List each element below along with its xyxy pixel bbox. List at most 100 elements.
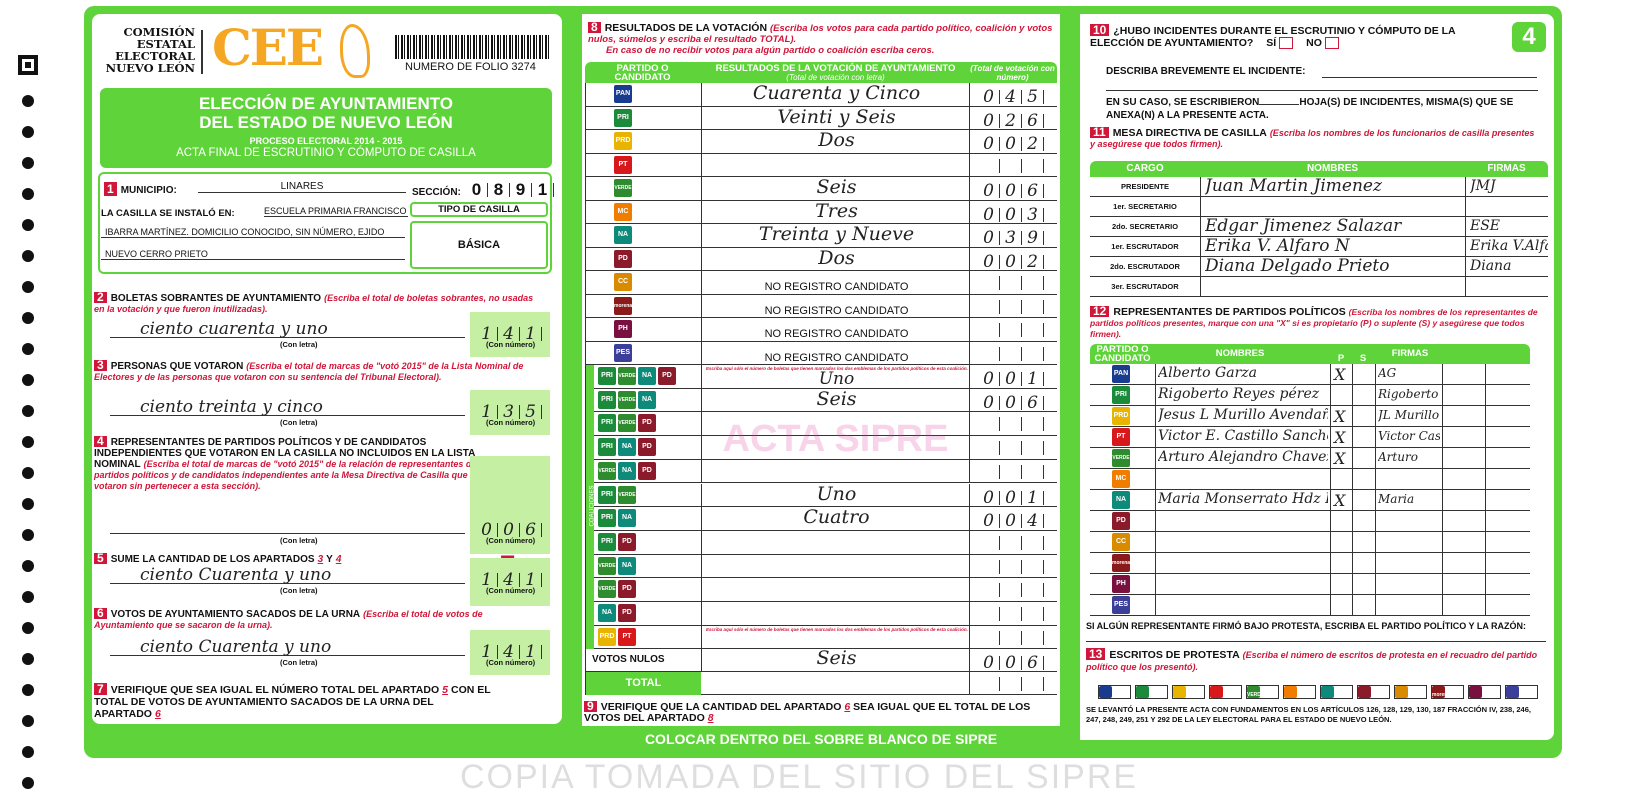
votes-in-number[interactable] xyxy=(978,158,1044,177)
con-letra-field[interactable]: ciento Cuarenta y uno xyxy=(110,566,465,584)
votes-in-number[interactable] xyxy=(978,299,1044,318)
con-letra-field[interactable]: ciento treinta y cinco xyxy=(110,398,465,416)
rep-nombre-field[interactable]: Alberto Garza xyxy=(1158,365,1257,381)
votes-in-words[interactable]: Seis xyxy=(816,387,857,410)
no-registro-label[interactable]: NO REGISTRO CANDIDATO xyxy=(764,281,909,293)
votes-in-words[interactable]: Uno xyxy=(818,369,855,389)
votes-in-number[interactable] xyxy=(978,322,1044,341)
firma-field[interactable]: Diana xyxy=(1470,258,1512,274)
nombre-field[interactable]: Edgar Jimenez Salazar xyxy=(1205,216,1402,236)
votos-nulos-words[interactable]: Seis xyxy=(816,647,857,669)
protesta-box[interactable]: PT xyxy=(1209,685,1242,699)
votes-in-words[interactable]: Cuarenta y Cinco xyxy=(752,82,921,104)
hojas-field[interactable] xyxy=(1259,104,1300,105)
protesta-box[interactable]: PRI xyxy=(1135,685,1168,699)
votes-in-number[interactable] xyxy=(978,416,1044,435)
votes-in-words[interactable]: Dos xyxy=(818,129,855,151)
protesta-box[interactable]: morena xyxy=(1431,685,1464,699)
protesta-box[interactable]: PAN xyxy=(1098,685,1131,699)
rep-nombre-field[interactable]: Victor E. Castillo Sanchez xyxy=(1158,428,1328,444)
propietario-mark[interactable]: X xyxy=(1334,365,1346,384)
protesta-box[interactable]: PH xyxy=(1468,685,1501,699)
nombre-field[interactable]: Erika V. Alfaro N xyxy=(1205,236,1350,256)
rep-nombre-field[interactable]: Arturo Alejandro Chavez xyxy=(1158,449,1328,465)
votes-in-words[interactable]: Tres xyxy=(815,199,858,222)
votes-in-number[interactable] xyxy=(978,630,1044,649)
rep-firma-field[interactable]: JL Murillo xyxy=(1378,408,1440,422)
votes-in-number[interactable] xyxy=(978,582,1044,601)
protesta-box[interactable]: PD xyxy=(1357,685,1390,699)
votes-in-words[interactable]: Veinti y Seis xyxy=(777,105,896,128)
no-registro-label[interactable]: NO REGISTRO CANDIDATO xyxy=(764,304,909,317)
si-checkbox[interactable] xyxy=(1279,37,1294,50)
perforation-hole xyxy=(22,343,34,355)
con-letra-field[interactable]: ciento Cuarenta y uno xyxy=(110,638,465,656)
votes-in-number[interactable] xyxy=(978,606,1044,625)
protesta-box[interactable]: VERDE xyxy=(1246,685,1279,699)
protesta-line[interactable] xyxy=(1086,641,1546,642)
rep-nombre-field[interactable]: Maria Monserrato Hdz R xyxy=(1158,491,1328,507)
votes-in-words[interactable]: Seis xyxy=(816,176,857,198)
protesta-box[interactable]: PRD xyxy=(1172,685,1205,699)
rep-firma-field[interactable]: Maria xyxy=(1378,492,1415,506)
votes-in-words[interactable]: Dos xyxy=(818,246,855,269)
propietario-mark[interactable]: X xyxy=(1334,491,1346,510)
firma-field[interactable]: Erika V.Alfaro xyxy=(1470,238,1548,254)
perforation-hole xyxy=(22,219,34,231)
total-number[interactable] xyxy=(978,676,1044,695)
propietario-mark[interactable]: X xyxy=(1334,407,1346,426)
votes-in-words[interactable]: Uno xyxy=(816,482,857,505)
protesta-box[interactable]: NA xyxy=(1320,685,1353,699)
nombre-field[interactable]: Diana Delgado Prieto xyxy=(1205,256,1390,276)
votes-in-number[interactable] xyxy=(978,346,1044,365)
rep-firma-field[interactable]: Rigoberto xyxy=(1378,387,1439,401)
column-divider xyxy=(701,530,702,554)
votes-in-words[interactable]: Cuatro xyxy=(803,506,870,529)
rep-nombre-field[interactable]: Jesus L Murillo Avendaño xyxy=(1158,407,1328,423)
nombre-field[interactable]: Juan Martin Jimenez xyxy=(1205,176,1382,196)
protesta-box[interactable]: MC xyxy=(1283,685,1316,699)
no-registro-label[interactable]: NO REGISTRO CANDIDATO xyxy=(764,328,909,340)
describe-line[interactable] xyxy=(1322,77,1537,78)
votes-in-number[interactable] xyxy=(978,464,1044,483)
no-checkbox[interactable] xyxy=(1324,37,1339,50)
votes-in-words[interactable]: Treinta y Nueve xyxy=(758,223,915,245)
describe-line-2[interactable] xyxy=(1106,90,1538,91)
firma-field[interactable]: ESE xyxy=(1470,218,1501,234)
rep-firma-field[interactable]: Arturo xyxy=(1378,450,1418,464)
votes-in-number[interactable] xyxy=(978,275,1044,294)
protesta-box[interactable]: PES xyxy=(1505,685,1538,699)
no-registro-label[interactable]: NO REGISTRO CANDIDATO xyxy=(764,351,909,364)
firma-field[interactable]: JMJ xyxy=(1470,178,1496,194)
propietario-mark[interactable]: X xyxy=(1334,449,1346,468)
protesta-box[interactable]: CC xyxy=(1394,685,1427,699)
si-label: SÍ xyxy=(1266,37,1277,49)
votes-in-number[interactable] xyxy=(978,559,1044,578)
rep-firma-field[interactable]: AG xyxy=(1378,366,1397,380)
rep-firma-field[interactable]: Victor Castillo xyxy=(1378,429,1440,443)
con-letra-field[interactable]: ciento cuarenta y uno xyxy=(110,320,465,338)
con-letra-field[interactable] xyxy=(110,516,465,534)
digit xyxy=(1000,607,1022,621)
votes-in-number[interactable] xyxy=(978,535,1044,554)
votes-in-number[interactable] xyxy=(978,440,1044,459)
propietario-mark[interactable]: X xyxy=(1334,428,1346,447)
rep-nombre-field[interactable]: Rigoberto Reyes pérez xyxy=(1158,386,1320,402)
